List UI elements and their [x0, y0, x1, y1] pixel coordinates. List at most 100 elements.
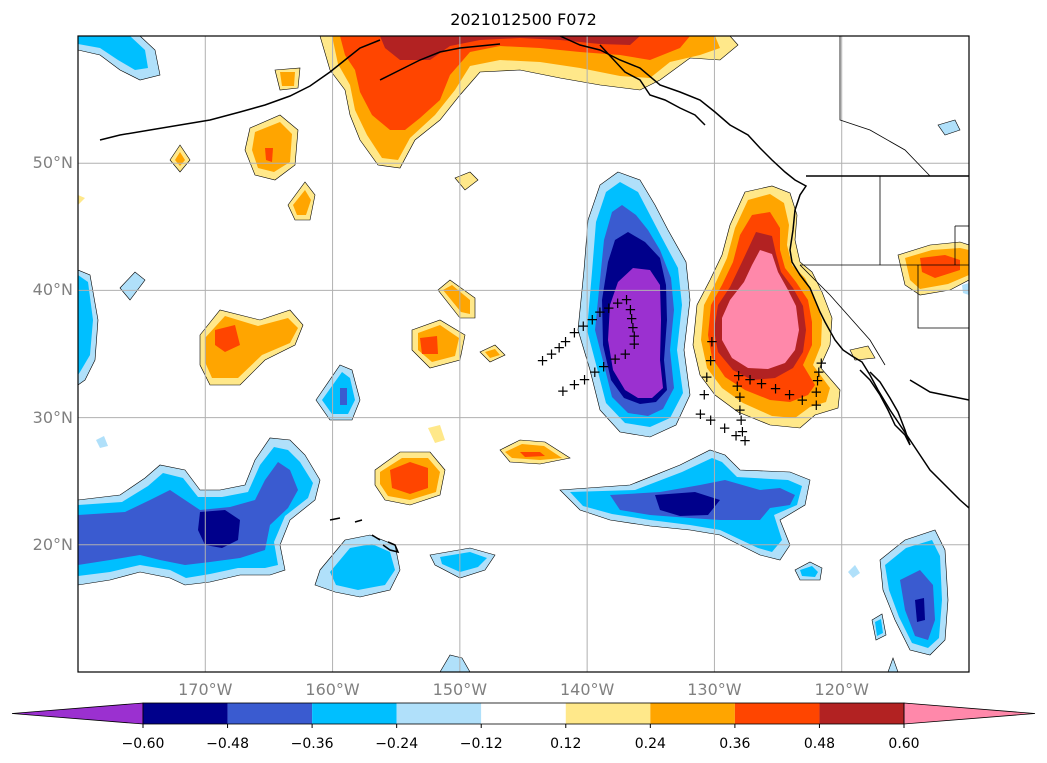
colorbar-segment — [819, 703, 904, 724]
track-marker: + — [597, 358, 610, 376]
colorbar-label: −0.36 — [290, 736, 334, 752]
colorbar-segment — [396, 703, 482, 724]
track-marker: + — [704, 411, 717, 429]
coastline-alaska-peninsula — [379, 43, 501, 81]
track-marker: + — [730, 426, 743, 444]
track-marker: + — [732, 367, 745, 385]
lon-tick-label: 140°W — [559, 680, 615, 699]
colorbar-label: −0.12 — [459, 736, 503, 752]
track-marker: + — [619, 345, 632, 363]
track-marker: + — [578, 370, 591, 388]
colorbar-segment — [312, 703, 397, 724]
lat-tick-label: 50°N — [32, 153, 73, 173]
colorbar-segment — [481, 703, 566, 724]
lat-tick-label: 40°N — [32, 280, 73, 300]
colorbar-segment — [650, 703, 735, 724]
track-marker: + — [701, 368, 714, 386]
track-marker: + — [813, 363, 826, 381]
negative-anomaly-hawaii — [78, 437, 401, 598]
map-frame — [77, 35, 970, 673]
track-marker: + — [734, 388, 747, 406]
track-marker: + — [718, 419, 731, 437]
track-marker: + — [594, 303, 607, 321]
track-marker: + — [734, 401, 747, 419]
state-borders — [799, 36, 969, 366]
coastline-aleutians — [99, 39, 381, 141]
track-marker: + — [568, 376, 581, 394]
colorbar-label: 0.36 — [719, 736, 751, 752]
track-marker: + — [553, 339, 566, 357]
coastlines — [99, 36, 969, 554]
track-marker: + — [735, 411, 748, 429]
lon-tick-label: 120°W — [814, 680, 869, 699]
negative-anomaly-south-band — [559, 449, 811, 561]
colorbar-segment — [227, 703, 313, 724]
colorbar-extend-low — [11, 702, 144, 725]
track-marker: + — [706, 332, 719, 350]
track-marker: + — [811, 372, 824, 390]
track-marker: + — [557, 382, 570, 400]
track-marker: + — [698, 386, 711, 404]
track-marker: + — [796, 391, 809, 409]
lon-tick-label: 130°W — [687, 680, 742, 699]
hawaii-islands — [329, 517, 400, 554]
track-marker: + — [536, 351, 549, 369]
track-marker: + — [577, 317, 590, 335]
colorbar-label: −0.60 — [121, 736, 165, 752]
track-marker: + — [769, 379, 782, 397]
track-marker: + — [810, 383, 823, 401]
track-marker: + — [628, 335, 641, 353]
track-marker: + — [611, 294, 624, 312]
track-marker: + — [815, 354, 828, 372]
colorbar — [11, 702, 1036, 728]
track-marker: + — [628, 327, 641, 345]
coastline-alaska-panhandle — [599, 44, 706, 126]
lon-tick-label: 170°W — [178, 680, 233, 699]
track-markers: +++++++++++++++++++++++++++++ +++++++++++… — [536, 290, 827, 449]
colorbar-frame — [142, 702, 905, 725]
map-gridlines — [78, 36, 969, 672]
contour-fields — [78, 36, 969, 672]
lat-tick-label: 30°N — [32, 407, 73, 427]
map-title: 2021012500 F072 — [450, 10, 597, 29]
coastline-baja — [859, 369, 911, 446]
track-marker: + — [602, 299, 615, 317]
track-marker: + — [755, 374, 768, 392]
colorbar-extend-high — [903, 702, 1036, 725]
track-marker: + — [810, 396, 823, 414]
colorbar-label: −0.48 — [206, 736, 249, 752]
track-marker: + — [731, 377, 744, 395]
colorbar-label: 0.24 — [634, 736, 666, 752]
track-marker: + — [704, 351, 717, 369]
track-marker: + — [568, 323, 581, 341]
lat-tick-label: 20°N — [32, 534, 73, 554]
colorbar-segment — [143, 703, 228, 724]
lon-tick-label: 160°W — [305, 680, 360, 699]
track-marker: + — [744, 370, 757, 388]
us-mexico-border — [909, 379, 969, 401]
minor-features — [78, 36, 969, 672]
track-marker: + — [627, 318, 640, 336]
colorbar-label: 0.48 — [803, 736, 836, 752]
track-marker: + — [559, 332, 572, 350]
coastline-north-america-west — [559, 36, 969, 509]
lon-tick-label: 150°W — [432, 680, 488, 699]
negative-anomaly-central-pacific — [577, 171, 691, 438]
track-marker: + — [694, 405, 707, 423]
colorbar-label: 0.12 — [550, 736, 582, 752]
colorbar-label: 0.60 — [888, 736, 920, 752]
track-marker: + — [609, 350, 622, 368]
colorbar-label: −0.24 — [375, 736, 419, 752]
track-marker: + — [783, 386, 796, 404]
track-marker: + — [620, 290, 633, 308]
positive-anomaly-gulf-of-alaska — [319, 36, 739, 169]
track-marker: + — [545, 345, 558, 363]
positive-anomaly-california — [692, 185, 841, 429]
track-marker: + — [625, 309, 638, 327]
colorbar-segment — [565, 703, 651, 724]
track-marker: + — [588, 363, 601, 381]
track-marker: + — [624, 300, 637, 318]
colorbar-segment — [734, 703, 820, 724]
track-marker: + — [739, 431, 752, 449]
